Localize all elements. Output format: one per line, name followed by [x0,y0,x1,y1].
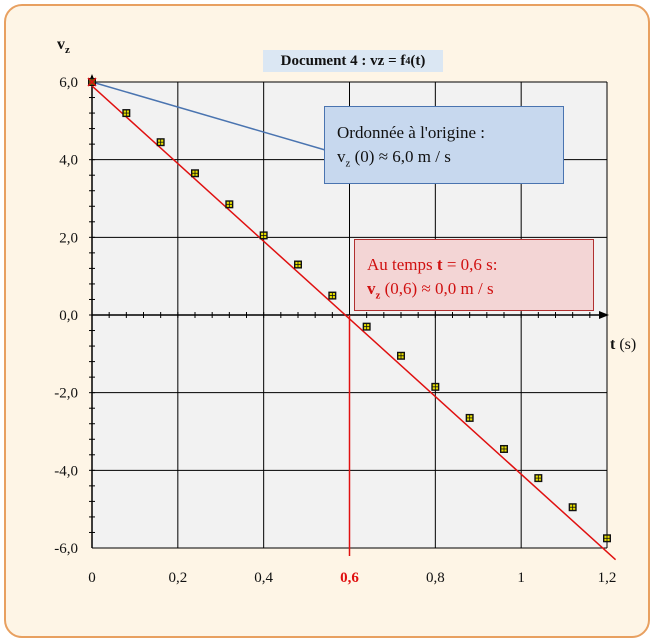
data-point [191,169,199,178]
x-tick-label: 0,8 [426,570,445,586]
y-tick-label: -4,0 [54,463,78,479]
zero-annotation-line2: vz (0,6) ≈ 0,0 m / s [367,279,494,302]
origin-pointer-line [91,81,333,153]
data-point [534,474,543,483]
chart-title: Document 4 : vz = f 4 (t) [263,50,443,72]
zero-crossing-annotation: Au temps t = 0,6 s: vz (0,6) ≈ 0,0 m / s [354,239,594,311]
y-tick-label: -2,0 [54,386,78,402]
intercept-marker [87,77,97,87]
origin-annotation-line2: vz (0) ≈ 6,0 m / s [337,147,451,170]
data-point [225,200,234,209]
y-tick-label: 2,0 [59,230,78,246]
y-axis-label: vz [57,36,70,57]
x-axis-label: t (s) [610,336,637,353]
data-point [568,503,577,512]
fit-line [91,85,617,561]
origin-annotation: Ordonnée à l'origine : vz (0) ≈ 6,0 m / … [324,106,564,184]
x-tick-label: 1,2 [598,570,617,586]
data-point [431,382,440,391]
x-tick-label: 0,2 [168,570,187,586]
zero-annotation-line1: Au temps t = 0,6 s: [367,255,498,274]
data-point [156,138,165,147]
y-tick-label: -6,0 [54,541,78,557]
x-tick-label: 0 [88,570,96,586]
y-tick-label: 0,0 [59,308,78,324]
data-point [397,351,405,360]
data-point [328,291,337,300]
data-point [500,444,508,453]
x-tick-label: 0,6 [340,570,359,586]
x-axis-arrow [599,311,609,319]
data-point [465,413,474,422]
data-point [122,109,131,118]
data-point [294,260,302,269]
data-point [259,231,268,240]
data-point [362,322,371,331]
x-tick-label: 0,4 [254,570,273,586]
origin-annotation-line1: Ordonnée à l'origine : [337,123,485,142]
x-tick-label: 1 [517,570,525,586]
y-tick-label: 4,0 [59,153,78,169]
data-point [603,534,611,543]
y-tick-label: 6,0 [59,75,78,91]
